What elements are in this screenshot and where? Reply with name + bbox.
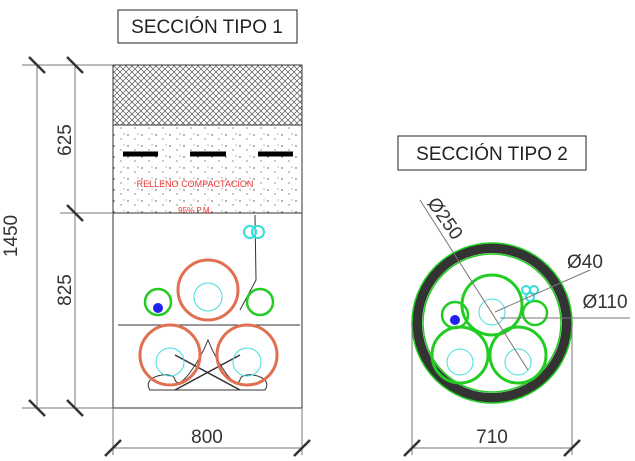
dimension-lines (403, 199, 630, 457)
top-layer (112, 64, 303, 126)
section-title: SECCIÓN TIPO 2 (416, 143, 568, 165)
dimension-lines (22, 56, 311, 457)
conduits (118, 214, 300, 391)
dim-top: 625 (55, 124, 76, 156)
dim-width: 800 (191, 427, 223, 448)
dim-width: 710 (476, 427, 508, 448)
dim-bottom: 825 (55, 274, 76, 306)
dim-total: 1450 (1, 215, 22, 257)
duct (411, 242, 573, 404)
title-box (397, 135, 587, 171)
fill-layer (112, 124, 303, 214)
section-2: SECCIÓN TIPO 2 Ø250 Ø40 Ø110 710 (397, 135, 630, 457)
fill-label: RELLENO COMPACTACION (137, 179, 254, 189)
dim-outer: Ø250 (423, 194, 467, 244)
dim-small: Ø40 (567, 252, 603, 273)
section-1: SECCIÓN TIPO 1 RELLENO COMPACTACION 95% … (1, 9, 311, 457)
section-title: SECCIÓN TIPO 1 (131, 16, 283, 38)
fill-spec: 95% P.M. (178, 206, 212, 215)
dim-pipe: Ø110 (582, 292, 627, 313)
title-box (117, 9, 298, 44)
